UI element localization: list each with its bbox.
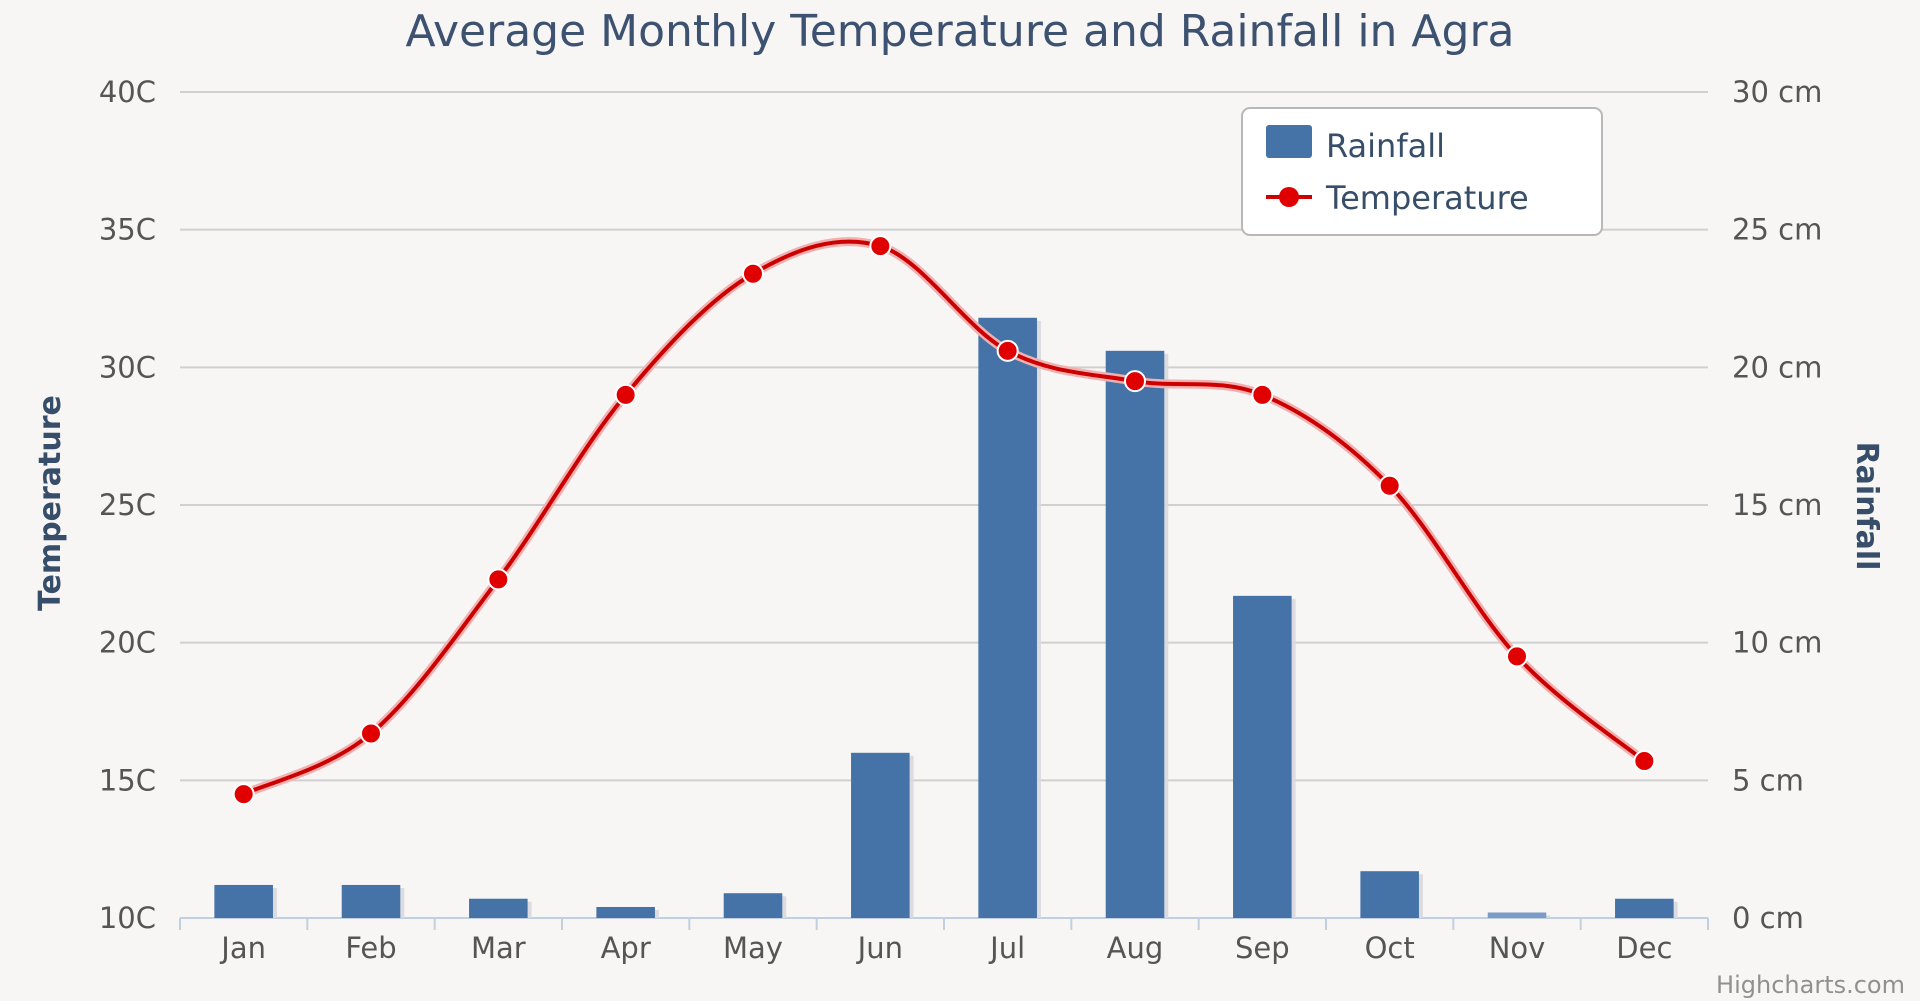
y-axis-left-title: Temperature [33,395,68,611]
temperature-point[interactable] [996,339,1019,362]
temperature-point[interactable] [1251,383,1274,406]
temperature-point[interactable] [614,383,637,406]
rainfall-bar[interactable] [1615,898,1674,918]
y-right-tick-label: 20 cm [1732,350,1822,384]
temperature-line [232,235,1656,806]
temperature-line-path [242,239,1646,796]
x-axis: Jan Feb Mar Apr May Jun Jul Aug Sep Oct Nov Dec [179,918,1709,965]
y-left-tick-label: 15C [99,763,156,797]
grid-lines [180,91,1708,919]
legend-temperature-marker-icon [1279,187,1299,207]
x-tick-label: Jun [856,931,903,965]
y-right-tick-label: 30 cm [1732,75,1822,109]
rainfall-bar[interactable] [214,884,273,918]
y-right-tick-label: 10 cm [1732,626,1822,660]
rainfall-bars [214,317,1678,919]
temperature-point[interactable] [1124,370,1146,393]
y-right-tick-label: 25 cm [1732,213,1822,247]
rainfall-bar[interactable] [1105,350,1165,918]
y-axis-right-title: Rainfall [1849,442,1884,571]
rainfall-bar[interactable] [1487,912,1547,918]
legend-temperature-label: Temperature [1325,179,1529,217]
y-left-tick-label: 25C [99,488,156,522]
x-tick-label: Nov [1489,931,1546,965]
legend-item-rainfall[interactable]: Rainfall [1266,125,1445,165]
legend[interactable]: Rainfall Temperature [1241,107,1603,236]
y-left-tick-label: 30C [99,350,156,384]
y-right-tick-label: 15 cm [1732,488,1822,522]
x-tick-label: Apr [601,931,651,965]
rainfall-bar[interactable] [851,752,910,918]
x-tick-label: Sep [1235,931,1290,965]
temperature-point[interactable] [360,722,382,745]
credits-link[interactable]: Highcharts.com [1716,971,1905,999]
temperature-point[interactable] [1378,474,1401,497]
y-left-tick-label: 35C [99,213,156,247]
rainfall-bar[interactable] [469,898,528,918]
x-tick-label: Oct [1365,931,1415,965]
y-left-tick-label: 40C [99,75,156,109]
rainfall-bar[interactable] [1360,871,1419,918]
temperature-point[interactable] [487,568,510,591]
x-tick-label: Jan [219,931,266,965]
x-tick-label: May [723,931,783,965]
temperature-point[interactable] [232,783,255,806]
y-left-tick-label: 20C [99,626,156,660]
y-axis-left: 10C 15C 20C 25C 30C 35C 40C [99,75,156,935]
rainfall-bar[interactable] [596,906,655,918]
rainfall-bar[interactable] [723,893,783,918]
temperature-point[interactable] [869,235,892,258]
legend-rainfall-label: Rainfall [1326,127,1445,165]
temperature-line-glow [239,237,1649,799]
rainfall-bar[interactable] [978,317,1037,919]
y-axis-right: 0 cm 5 cm 10 cm 15 cm 20 cm 25 cm 30 cm [1732,75,1822,935]
legend-box [1241,107,1603,236]
x-tick-label: Jul [988,931,1025,965]
x-tick-label: Dec [1616,931,1672,965]
y-right-tick-label: 0 cm [1732,901,1804,935]
x-tick-label: Feb [345,931,396,965]
rainfall-bar[interactable] [341,884,401,918]
rainfall-bar[interactable] [1233,595,1292,918]
temperature-point[interactable] [1506,645,1528,668]
y-left-tick-label: 10C [99,901,156,935]
temperature-point[interactable] [1633,750,1656,773]
temperature-point[interactable] [742,262,764,285]
legend-rainfall-swatch-icon [1266,125,1312,158]
x-tick-label: Aug [1107,931,1164,965]
y-right-tick-label: 5 cm [1732,763,1804,797]
legend-item-temperature[interactable]: Temperature [1266,179,1529,217]
chart-title: Average Monthly Temperature and Rainfall… [405,6,1514,57]
x-tick-label: Mar [471,931,526,965]
